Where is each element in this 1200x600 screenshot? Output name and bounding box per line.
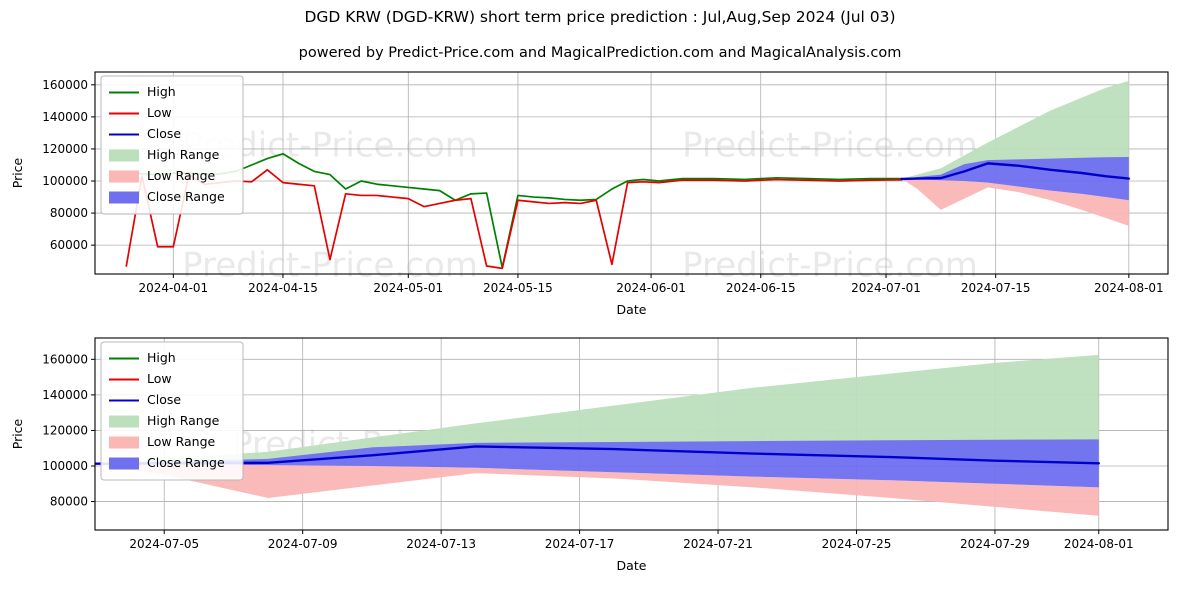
legend-label: Close: [147, 126, 181, 141]
y-axis-label: Price: [10, 418, 25, 449]
x-tick-label: 2024-07-21: [683, 537, 753, 551]
y-tick-label: 80000: [50, 206, 88, 220]
x-tick-label: 2024-06-15: [726, 281, 796, 295]
x-tick-label: 2024-07-25: [822, 537, 892, 551]
legend-label: Close: [147, 392, 181, 407]
x-tick-label: 2024-07-05: [129, 537, 199, 551]
x-tick-label: 2024-07-17: [545, 537, 615, 551]
series-line-close: [900, 162, 1131, 181]
y-tick-label: 60000: [50, 238, 88, 252]
y-tick-label: 120000: [42, 142, 88, 156]
x-tick-label: 2024-07-09: [268, 537, 338, 551]
chart-legend: High Low Close High Range Low Range Close Ran…: [100, 341, 244, 481]
x-tick-label: 2024-08-01: [1064, 537, 1134, 551]
chart-legend: High Low Close High Range Low Range Close Ran…: [100, 75, 244, 215]
legend-label: High Range: [147, 147, 220, 162]
x-tick-label: 2024-07-29: [960, 537, 1030, 551]
legend-label: Low: [147, 371, 172, 386]
legend-label: Low: [147, 105, 172, 120]
y-tick-label: 160000: [42, 78, 88, 92]
legend-label: High: [147, 350, 176, 365]
legend-label: High: [147, 84, 176, 99]
y-tick-label: 100000: [42, 174, 88, 188]
y-tick-label: 140000: [42, 110, 88, 124]
legend-label: Close Range: [147, 455, 225, 470]
x-tick-label: 2024-07-15: [961, 281, 1031, 295]
band-close-range: [95, 439, 1099, 488]
x-tick-label: 2024-04-01: [138, 281, 208, 295]
page-subtitle: powered by Predict-Price.com and Magical…: [298, 45, 902, 61]
y-tick-label: 100000: [42, 459, 88, 473]
watermark: Predict-Price.com: [682, 246, 978, 286]
x-tick-label: 2024-07-13: [406, 537, 476, 551]
legend-label: Close Range: [147, 189, 225, 204]
x-tick-label: 2024-05-01: [373, 281, 443, 295]
band-low-range: [901, 178, 1129, 226]
band-high-range: [901, 80, 1129, 179]
x-axis-label: Date: [617, 302, 647, 317]
x-tick-label: 2024-06-01: [616, 281, 686, 295]
watermark: Predict-Price.com: [682, 126, 978, 166]
band-close-range: [901, 156, 1129, 201]
legend-label: High Range: [147, 413, 220, 428]
y-axis-label: Price: [10, 157, 25, 188]
band-low-range: [95, 463, 1099, 516]
y-tick-label: 80000: [50, 495, 88, 509]
page-title: DGD KRW (DGD-KRW) short term price predi…: [304, 8, 896, 26]
x-tick-label: 2024-04-15: [248, 281, 318, 295]
y-tick-label: 140000: [42, 388, 88, 402]
y-tick-label: 160000: [42, 352, 88, 366]
forecast-detail-chart: Predict-Price.comPredict-Price.com800001…: [10, 337, 1169, 573]
x-tick-label: 2024-05-15: [483, 281, 553, 295]
x-tick-label: 2024-08-01: [1094, 281, 1164, 295]
watermark: Predict-Price.com: [182, 246, 478, 286]
overview-chart: Predict-Price.com Predict-Price.com Predic…: [10, 71, 1169, 317]
band-high-range: [95, 354, 1099, 464]
plot-frame: [94, 71, 1169, 275]
y-tick-label: 120000: [42, 423, 88, 437]
x-tick-label: 2024-07-01: [851, 281, 921, 295]
legend-label: Low Range: [147, 434, 216, 449]
legend-label: Low Range: [147, 168, 216, 183]
x-axis-label: Date: [617, 558, 647, 573]
plot-frame: [94, 337, 1169, 531]
